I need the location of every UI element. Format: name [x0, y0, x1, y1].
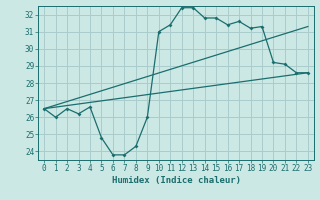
X-axis label: Humidex (Indice chaleur): Humidex (Indice chaleur): [111, 176, 241, 185]
